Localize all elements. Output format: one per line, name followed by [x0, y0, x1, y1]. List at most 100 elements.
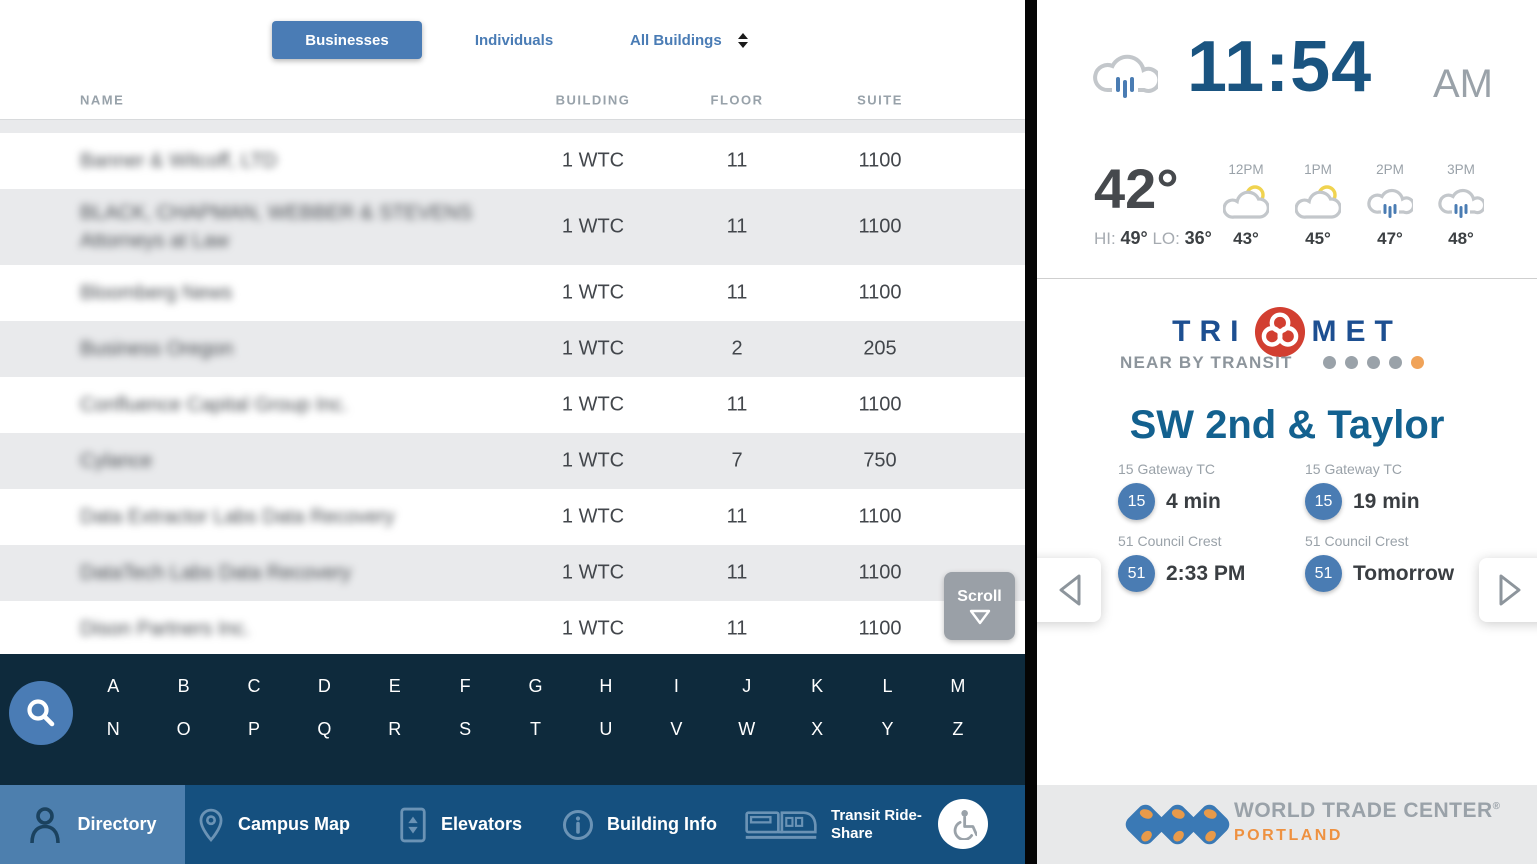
letter-key[interactable]: T	[530, 719, 542, 739]
wtc-logo	[1122, 797, 1239, 852]
table-row[interactable]: Confluence Capital Group Inc. 1 WTC 11 1…	[0, 377, 1025, 433]
table-row[interactable]: DataTech Labs Data Recovery 1 WTC 11 110…	[0, 545, 1025, 601]
accessibility-button[interactable]	[938, 799, 988, 849]
arrival-eta: Tomorrow	[1353, 561, 1455, 585]
station-name: SW 2nd & Taylor	[1129, 403, 1445, 447]
letter-key[interactable]: B	[177, 676, 190, 696]
letter-key[interactable]: C	[247, 676, 261, 696]
hourly-forecast: 12PM 43°	[1209, 162, 1283, 249]
table-row[interactable]: Banner & Witcoff, LTD 1 WTC 11 1100	[0, 133, 1025, 189]
person-icon	[30, 806, 61, 843]
letter-key[interactable]: O	[176, 719, 191, 739]
current-temperature: 42°	[1094, 157, 1179, 220]
suite-cell: 750	[863, 449, 897, 472]
wtc-subtitle: PORTLAND	[1234, 827, 1343, 844]
nav-item-building-info[interactable]: Building Info	[562, 785, 717, 864]
table-row[interactable]: Dison Partners Inc. 1 WTC 11 1100	[0, 601, 1025, 657]
letter-key[interactable]: P	[247, 719, 260, 739]
letter-key[interactable]: A	[107, 676, 120, 696]
tab-individuals[interactable]: Individuals	[460, 21, 568, 59]
hour-temp: 48°	[1448, 229, 1474, 248]
letter-key[interactable]: K	[811, 676, 824, 696]
hi-label: HI:	[1094, 229, 1116, 248]
dot[interactable]	[1389, 356, 1402, 369]
table-row[interactable]: Business Oregon 1 WTC 2 205	[0, 321, 1025, 377]
building-filter-dropdown[interactable]: All Buildings	[630, 21, 748, 59]
table-row[interactable]: Cylance 1 WTC 7 750	[0, 433, 1025, 489]
alphabet-panel: A B C D E F G H I J K L M N O P Q R S	[0, 654, 1025, 785]
map-pin-icon	[199, 808, 223, 842]
carousel-dots[interactable]	[1323, 356, 1424, 369]
floor-cell: 11	[726, 505, 748, 528]
letter-key[interactable]: D	[317, 676, 331, 696]
letter-key[interactable]: H	[599, 676, 613, 696]
letter-key[interactable]: R	[388, 719, 402, 739]
nav-item-campus-map[interactable]: Campus Map	[197, 785, 350, 864]
nearby-transit-label: NEAR BY TRANSIT	[1120, 353, 1293, 372]
hour-label: 3PM	[1447, 162, 1475, 177]
train-icon	[745, 810, 817, 839]
bottom-navigation: Directory Campus Map Elevators	[0, 785, 1025, 864]
hour-temp: 43°	[1233, 229, 1259, 248]
letter-key[interactable]: Z	[952, 719, 964, 739]
carousel-prev-button[interactable]	[1037, 558, 1101, 622]
search-button[interactable]	[9, 681, 73, 745]
nav-item-elevators[interactable]: Elevators	[398, 785, 522, 864]
business-name: Banner & Witcoff, LTD	[80, 150, 278, 172]
dot[interactable]	[1323, 356, 1336, 369]
triangle-left-icon	[1059, 574, 1081, 606]
building-cell: 1 WTC	[561, 561, 625, 584]
header-floor: FLOOR	[710, 92, 764, 107]
table-row[interactable]: Data Extractor Labs Data Recovery 1 WTC …	[0, 489, 1025, 545]
clock-time: 11:54	[1187, 27, 1373, 107]
nav-label: Directory	[77, 814, 157, 834]
arrival-item: 51 Council Crest 51 Tomorrow	[1305, 533, 1490, 592]
table-row[interactable]: Bloomberg News 1 WTC 11 1100	[0, 265, 1025, 321]
letter-key[interactable]: S	[459, 719, 472, 739]
table-row[interactable]: BLACK, CHAPMAN, WEBBER & STEVENS Attorne…	[0, 189, 1025, 265]
building-cell: 1 WTC	[561, 505, 625, 528]
letter-key[interactable]: N	[106, 719, 120, 739]
floor-cell: 2	[731, 337, 743, 360]
filter-bar: Businesses Individuals All Buildings	[0, 0, 1025, 80]
letter-key[interactable]: I	[673, 676, 679, 696]
hour-label: 2PM	[1376, 162, 1404, 177]
nav-item-directory[interactable]: Directory	[0, 785, 185, 864]
directory-table: Banner & Witcoff, LTD 1 WTC 11 1100 BLAC…	[0, 133, 1025, 657]
rain-cloud-icon	[1367, 188, 1416, 218]
letter-key[interactable]: F	[459, 676, 471, 696]
letter-key[interactable]: V	[670, 719, 683, 739]
trimet-logo: TRI MET	[1037, 304, 1537, 360]
dot[interactable]	[1345, 356, 1358, 369]
letter-key[interactable]: J	[742, 676, 752, 696]
letter-key[interactable]: E	[388, 676, 401, 696]
letter-key[interactable]: W	[738, 719, 756, 739]
elevator-icon	[400, 807, 426, 842]
arrival-eta: 4 min	[1166, 489, 1221, 513]
dot-active[interactable]	[1411, 356, 1424, 369]
nav-label: Building Info	[607, 814, 717, 834]
letter-key[interactable]: Q	[317, 719, 332, 739]
scroll-label: Scroll	[957, 587, 1002, 605]
wtc-wordmark: WORLD TRADE CENTER® PORTLAND	[1234, 799, 1501, 845]
clock-meridiem: AM	[1433, 62, 1493, 106]
lo-label: LO:	[1152, 229, 1180, 248]
letter-key[interactable]: M	[950, 676, 966, 696]
tab-businesses[interactable]: Businesses	[272, 21, 422, 59]
dot[interactable]	[1367, 356, 1380, 369]
letter-key[interactable]: G	[528, 676, 543, 696]
route-badge: 15	[1118, 483, 1155, 520]
trimet-symbol-icon	[1254, 306, 1305, 358]
floor-cell: 11	[726, 149, 748, 172]
letter-key[interactable]: U	[599, 719, 613, 739]
scroll-down-button[interactable]: Scroll	[944, 572, 1015, 640]
letter-key[interactable]: Y	[881, 719, 894, 739]
hi-lo-temps: HI: 49° LO: 36°	[1094, 228, 1212, 249]
letter-key[interactable]: L	[882, 676, 893, 696]
business-name: Data Extractor Labs Data Recovery	[80, 506, 395, 528]
carousel-next-button[interactable]	[1479, 558, 1537, 622]
letter-key[interactable]: X	[811, 719, 824, 739]
suite-cell: 1100	[858, 393, 902, 416]
nav-item-transit-ride-share[interactable]: Transit Ride-Share	[744, 785, 923, 864]
